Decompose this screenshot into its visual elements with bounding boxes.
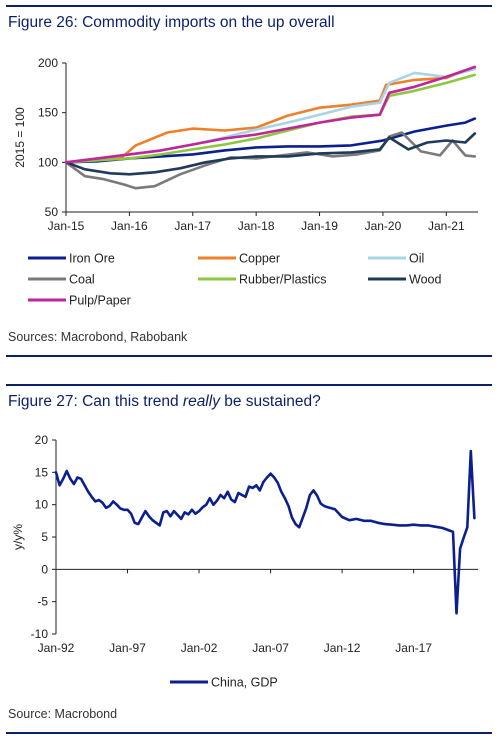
figure-26-bottom-rule (6, 355, 492, 357)
figure-26-title: Figure 26: Commodity imports on the up o… (8, 14, 335, 31)
fig26-y-tick-label: 150 (38, 106, 58, 120)
fig26-x-tick-label: Jan-17 (174, 219, 211, 233)
figure-26-chart: 50 100 150 200 Jan-15 Jan-16 Jan-17 Jan-18 Jan-1… (13, 56, 478, 308)
fig27-x-tick-label: Jan-12 (324, 641, 361, 655)
fig27-y-tick-label: 5 (41, 530, 48, 544)
fig26-legend-label-coal: Coal (69, 273, 95, 287)
fig26-legend-label-copper: Copper (239, 252, 280, 266)
fig26-series-coal (64, 131, 477, 190)
fig27-y-axis-label: y/y% (11, 524, 25, 550)
fig26-y-tick-label: 50 (45, 205, 59, 219)
fig26-x-tick-label: Jan-19 (301, 219, 338, 233)
figure-27-title-start: Figure 27: Can this trend (8, 393, 183, 410)
fig27-x-tick-label: Jan-92 (38, 641, 75, 655)
fig27-y-tick-label: 15 (35, 465, 49, 479)
figure-27-title-end: be sustained? (219, 393, 321, 410)
fig27-series-china-gdp (54, 449, 476, 615)
figure-27-source: Source: Macrobond (8, 707, 118, 721)
figure-26-source: Sources: Macrobond, Rabobank (8, 330, 188, 344)
fig27-y-tick-label: 10 (35, 498, 49, 512)
fig26-x-tick-label: Jan-18 (238, 219, 275, 233)
figure-26-top-rule (6, 5, 492, 7)
fig27-y-tick-label: -10 (31, 627, 49, 641)
fig27-x-tick-label: Jan-02 (181, 641, 218, 655)
fig26-series-pulp-paper (64, 65, 477, 164)
figure-27-title: Figure 27: Can this trend really be sust… (8, 393, 321, 411)
figure-27-bottom-rule (6, 732, 492, 734)
fig26-series-copper (64, 65, 477, 164)
fig26-y-tick-label: 200 (38, 56, 58, 70)
fig26-x-tick-label: Jan-21 (428, 219, 465, 233)
fig26-legend-label-rubber-plastics: Rubber/Plastics (239, 273, 327, 287)
fig27-y-tick-label: -5 (37, 595, 48, 609)
figure-27-chart: -10 -5 0 5 10 15 20 Jan-92 Jan-97 Jan-02 Jan-07 Jan… (11, 433, 478, 690)
fig26-legend-label-wood: Wood (409, 273, 441, 287)
figure-27-title-emphasis: really (182, 393, 220, 410)
fig27-x-tick-label: Jan-17 (395, 641, 432, 655)
fig26-legend-label-pulp-paper: Pulp/Paper (69, 294, 131, 308)
fig26-legend-label-oil: Oil (409, 252, 424, 266)
fig27-legend-label-china-gdp: China, GDP (211, 676, 278, 690)
fig26-x-tick-label: Jan-15 (48, 219, 85, 233)
fig27-x-tick-label: Jan-97 (109, 641, 146, 655)
fig26-y-axis-label: 2015 = 100 (13, 107, 27, 168)
figure-27-top-rule (6, 384, 492, 386)
fig26-series-rubber-plastics (64, 73, 477, 164)
fig26-series-wood (64, 132, 477, 176)
fig26-legend-label-iron-ore: Iron Ore (69, 252, 115, 266)
fig27-y-tick-label: 0 (41, 562, 48, 576)
fig27-y-tick-label: 20 (35, 433, 49, 447)
fig27-x-tick-label: Jan-07 (252, 641, 289, 655)
fig26-y-tick-label: 100 (38, 155, 58, 169)
fig26-x-tick-label: Jan-16 (111, 219, 148, 233)
fig26-x-tick-label: Jan-20 (365, 219, 402, 233)
